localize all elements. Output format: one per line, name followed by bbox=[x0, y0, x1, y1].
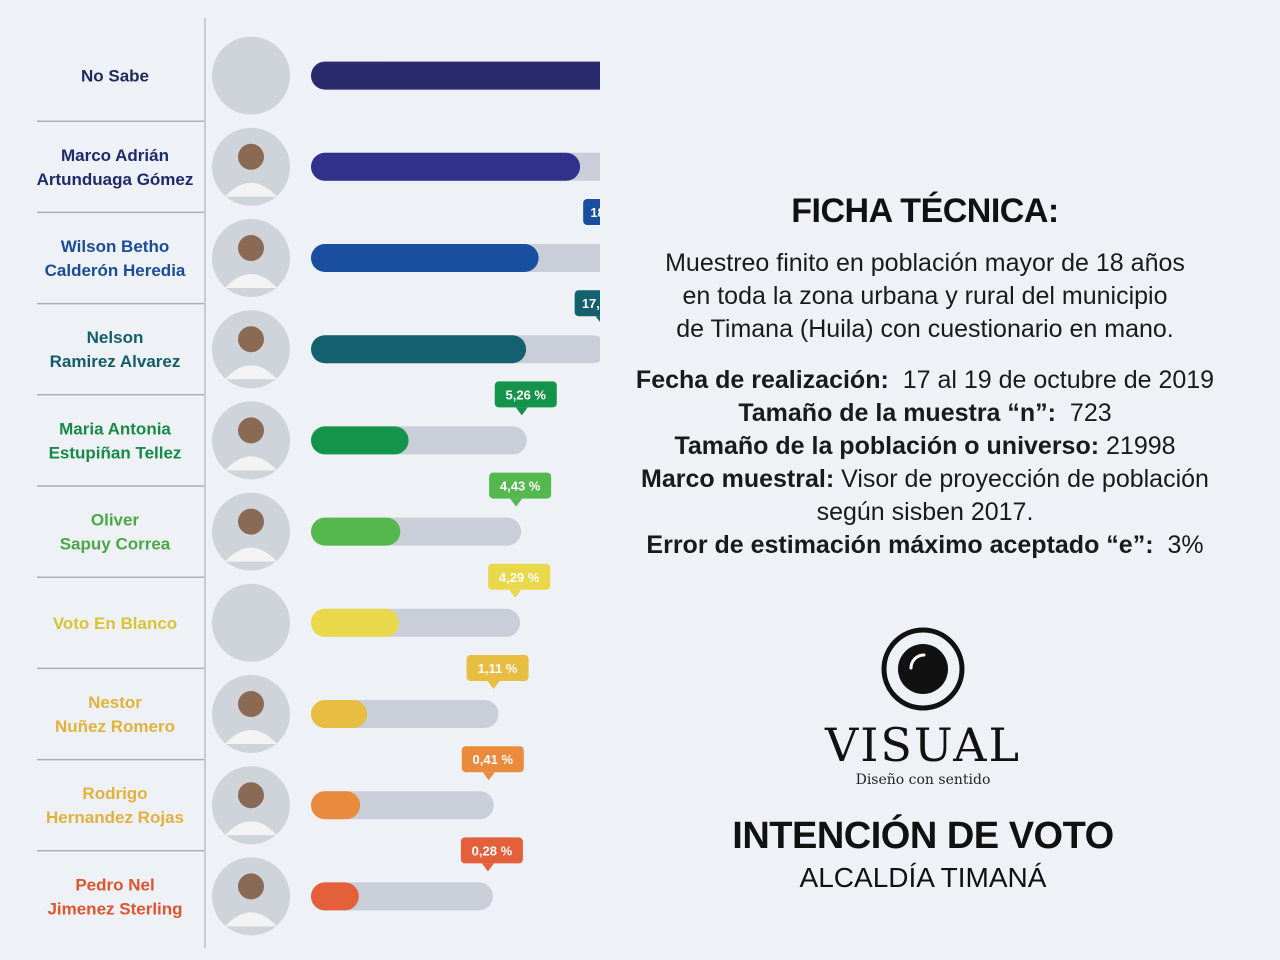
bar-fill bbox=[311, 61, 600, 90]
candidate-name-label: Ramirez Alvarez bbox=[50, 352, 181, 371]
population-size: Tamaño de la población o universo: 21998 bbox=[600, 430, 1250, 463]
logo-brand: VISUAL bbox=[824, 718, 1022, 772]
bar-fill bbox=[311, 244, 539, 272]
population-size-label: Tamaño de la población o universo: bbox=[674, 432, 1100, 460]
sample-size: Tamaño de la muestra “n”: 723 bbox=[600, 397, 1250, 430]
candidate-name-label: Pedro Nel bbox=[75, 875, 154, 894]
survey-date-value: 17 al 19 de octubre de 2019 bbox=[902, 366, 1215, 394]
person-head-icon bbox=[238, 143, 264, 170]
person-shoulders-icon bbox=[225, 274, 277, 288]
value-badge bbox=[461, 746, 524, 773]
bar-fill bbox=[311, 517, 401, 546]
value-badge bbox=[574, 290, 600, 317]
eye-logo-icon bbox=[881, 627, 965, 711]
candidate-name-label: Jimenez Sterling bbox=[47, 899, 182, 918]
avatar-placeholder bbox=[212, 36, 290, 115]
value-label: 1,11 % bbox=[478, 661, 518, 676]
candidate-name-label: Wilson Betho bbox=[61, 237, 169, 256]
value-badge-pointer bbox=[510, 498, 523, 507]
value-badge bbox=[494, 381, 557, 408]
candidate-name-label: Nuñez Romero bbox=[55, 717, 175, 736]
person-shoulders-icon bbox=[225, 182, 277, 197]
candidate-name-label: Calderón Heredia bbox=[45, 261, 186, 280]
value-badge-pointer bbox=[482, 772, 495, 781]
candidate-name-label: Nelson bbox=[87, 328, 144, 347]
sampling-frame-value: Visor de proyección de población bbox=[841, 465, 1209, 493]
candidate-name-label: Artunduaga Gómez bbox=[37, 170, 194, 189]
methodology-description: Muestreo finito en población mayor de 18… bbox=[600, 247, 1250, 346]
value-badge-pointer bbox=[481, 863, 494, 872]
bar-fill bbox=[311, 335, 527, 364]
survey-date-label: Fecha de realización: bbox=[635, 366, 889, 394]
person-head-icon bbox=[238, 508, 264, 535]
person-shoulders-icon bbox=[225, 821, 277, 836]
bar-fill bbox=[311, 791, 361, 820]
error-margin-label: Error de estimación máximo aceptado “e”: bbox=[646, 531, 1154, 559]
candidate-name-label: Maria Antonia bbox=[59, 419, 171, 438]
chart-main-title: INTENCIÓN DE VOTO bbox=[732, 815, 1114, 857]
value-label: 0,28 % bbox=[472, 843, 513, 858]
candidate-name-label: Marco Adrián bbox=[61, 146, 169, 165]
chart-subtitle: ALCALDÍA TIMANÁ bbox=[799, 862, 1047, 893]
value-label: 4,29 % bbox=[499, 570, 540, 585]
bar-fill bbox=[311, 426, 409, 455]
sample-size-value: 723 bbox=[1069, 399, 1112, 427]
person-head-icon bbox=[238, 873, 264, 900]
sampling-frame-cont: según sisben 2017. bbox=[816, 498, 1034, 526]
candidate-name-label: Rodrigo bbox=[82, 784, 147, 803]
person-shoulders-icon bbox=[225, 547, 277, 562]
person-shoulders-icon bbox=[225, 912, 277, 927]
error-margin: Error de estimación máximo aceptado “e”:… bbox=[600, 529, 1250, 562]
value-label: 5,26 % bbox=[506, 387, 547, 402]
sample-size-label: Tamaño de la muestra “n”: bbox=[738, 399, 1057, 427]
person-head-icon bbox=[238, 691, 264, 717]
bar-fill bbox=[311, 152, 581, 181]
avatar-placeholder bbox=[212, 583, 290, 662]
candidate-name-label: Oliver bbox=[91, 511, 140, 530]
population-size-value: 21998 bbox=[1106, 432, 1176, 460]
person-shoulders-icon bbox=[225, 456, 277, 471]
methodology-line-1: Muestreo finito en población mayor de 18… bbox=[665, 249, 1185, 277]
sampling-frame-label: Marco muestral: bbox=[641, 465, 835, 493]
value-badge-pointer bbox=[595, 316, 600, 322]
value-badge-pointer bbox=[515, 407, 528, 416]
logo-tagline: Diseño con sentido bbox=[855, 772, 991, 788]
person-head-icon bbox=[238, 235, 264, 261]
methodology-line-3: de Timana (Huila) con cuestionario en ma… bbox=[676, 315, 1174, 343]
person-head-icon bbox=[238, 326, 264, 353]
value-badge-pointer bbox=[487, 681, 500, 689]
technical-sheet: FICHA TÉCNICA: Muestreo finito en poblac… bbox=[600, 192, 1250, 562]
person-shoulders-icon bbox=[225, 730, 277, 744]
candidate-name-label: Estupiñan Tellez bbox=[49, 443, 182, 462]
bar-fill bbox=[311, 882, 359, 911]
value-badge-pointer bbox=[509, 589, 522, 598]
candidate-name-label: Hernandez Rojas bbox=[46, 808, 184, 827]
candidate-name-label: Voto En Blanco bbox=[53, 614, 177, 633]
value-label: 0,41 % bbox=[473, 752, 514, 767]
sampling-frame: Marco muestral: Visor de proyección de p… bbox=[600, 463, 1250, 496]
candidate-name-label: Nestor bbox=[88, 693, 142, 712]
person-shoulders-icon bbox=[225, 365, 277, 380]
value-label: 18,26 % bbox=[590, 205, 600, 220]
survey-date: Fecha de realización: 17 al 19 de octubr… bbox=[600, 364, 1250, 397]
value-badge bbox=[460, 837, 523, 864]
candidate-name-label: No Sabe bbox=[81, 67, 149, 86]
person-head-icon bbox=[238, 782, 264, 809]
value-badge bbox=[583, 199, 600, 225]
bar-fill bbox=[311, 700, 368, 728]
value-badge bbox=[488, 563, 551, 590]
footer-title-block: INTENCIÓN DE VOTO ALCALDÍA TIMANÁ bbox=[700, 814, 1146, 896]
methodology-line-2: en toda la zona urbana y rural del munic… bbox=[682, 282, 1168, 310]
technical-sheet-title: FICHA TÉCNICA: bbox=[791, 192, 1059, 230]
value-badge bbox=[466, 655, 529, 681]
visual-logo: VISUAL Diseño con sentido bbox=[823, 624, 1023, 788]
person-head-icon bbox=[238, 417, 264, 444]
error-margin-value: 3% bbox=[1167, 531, 1204, 559]
value-label: 4,43 % bbox=[500, 479, 541, 494]
value-badge bbox=[489, 472, 552, 499]
value-label: 17,01 % bbox=[582, 296, 600, 311]
bar-fill bbox=[311, 608, 399, 637]
candidate-name-label: Sapuy Correa bbox=[60, 535, 171, 554]
